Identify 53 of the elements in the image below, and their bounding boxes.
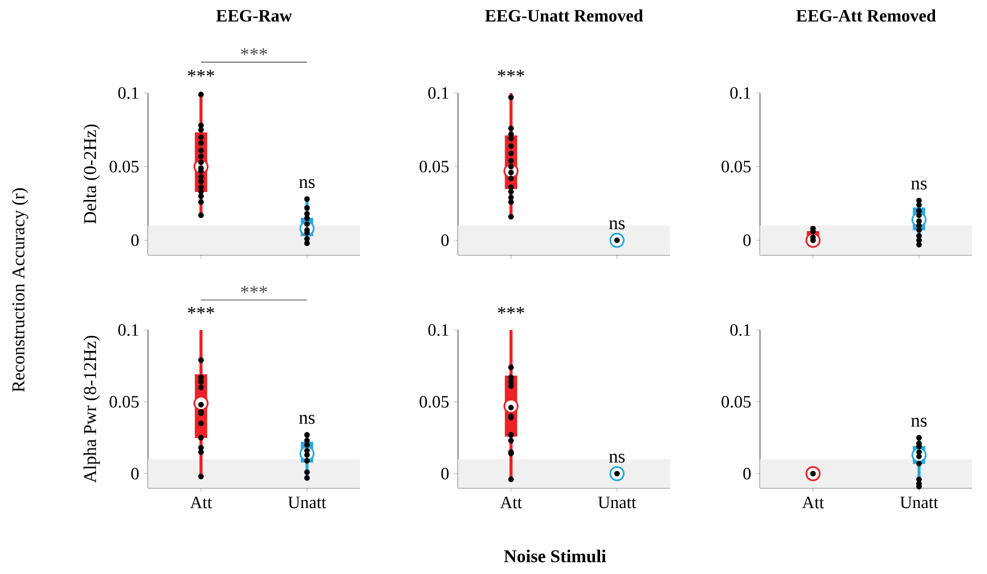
text: Noise Stimuli — [504, 550, 606, 562]
y-tick-label: 0 — [131, 468, 139, 480]
text: Reconstruction Accuracy (r) — [12, 188, 28, 392]
x-tick-label: Unatt — [288, 496, 326, 508]
point — [508, 150, 514, 156]
y-tick-label: 0.1 — [730, 324, 750, 336]
y-tick-label: 0 — [131, 234, 139, 246]
y-tick-label: 0 — [743, 468, 751, 480]
chart-title: EEG-Unatt Removed — [485, 9, 644, 22]
y-tick-label: 0.1 — [428, 324, 448, 336]
text: *** — [240, 48, 268, 56]
annotation: ns — [299, 414, 315, 424]
annotation: ns — [911, 418, 927, 427]
point — [508, 94, 514, 100]
y-tick-label: 0 — [441, 234, 449, 246]
point — [508, 214, 514, 220]
x-tick-label: Att — [500, 496, 522, 508]
annotation: *** — [188, 70, 214, 77]
y-axis-title: Delta (0-2Hz) — [83, 124, 100, 224]
y-tick-label: 0 — [441, 468, 449, 480]
annotation: *** — [188, 306, 214, 314]
x-tick-label: Att — [190, 496, 212, 508]
annotation: *** — [498, 70, 524, 77]
y-tick-label: 0 — [743, 234, 751, 246]
text: *** — [240, 286, 268, 293]
annotation: ns — [299, 179, 315, 188]
annotation: ns — [609, 454, 625, 463]
y-axis-title: Alpha Pwr (8-12Hz) — [83, 336, 100, 483]
y-tick-label: 0.1 — [730, 87, 750, 99]
y-tick-label: 0.1 — [428, 87, 448, 99]
x-tick-label: Unatt — [598, 496, 636, 508]
y-tick-label: 0.05 — [722, 160, 751, 173]
point — [508, 199, 514, 205]
point — [508, 194, 514, 200]
point — [508, 164, 514, 170]
y-tick-label: 0.1 — [118, 324, 138, 336]
annotation: ns — [911, 180, 927, 190]
y-tick-label: 0.05 — [722, 396, 751, 408]
point — [508, 158, 514, 164]
point — [508, 126, 514, 132]
chart-title: EEG-Raw — [216, 10, 292, 22]
y-tick-label: 0.05 — [420, 396, 449, 408]
x-tick-label: Unatt — [900, 496, 938, 508]
y-tick-label: 0.05 — [110, 396, 139, 408]
point — [508, 176, 514, 182]
y-tick-label: 0.05 — [420, 160, 449, 173]
point — [508, 143, 514, 149]
chart-title: EEG-Att Removed — [796, 9, 936, 22]
annotation: *** — [498, 306, 524, 314]
y-tick-label: 0.1 — [118, 87, 138, 99]
x-tick-label: Att — [802, 496, 824, 508]
y-tick-label: 0.05 — [110, 160, 139, 173]
annotation: ns — [609, 220, 625, 230]
